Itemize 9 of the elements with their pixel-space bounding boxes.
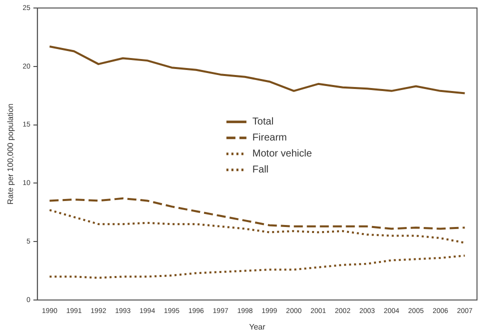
- line-series: [48, 209, 466, 244]
- legend-label: Total: [252, 116, 274, 128]
- legend-label: Fall: [252, 164, 269, 176]
- legend-label: Firearm: [252, 132, 287, 144]
- line-series: [48, 197, 466, 230]
- legend-label: Motor vehicle: [252, 148, 312, 160]
- y-axis-title: Rate per 100,000 population: [6, 104, 16, 204]
- line-series: [48, 254, 466, 279]
- x-axis-title: Year: [249, 322, 266, 332]
